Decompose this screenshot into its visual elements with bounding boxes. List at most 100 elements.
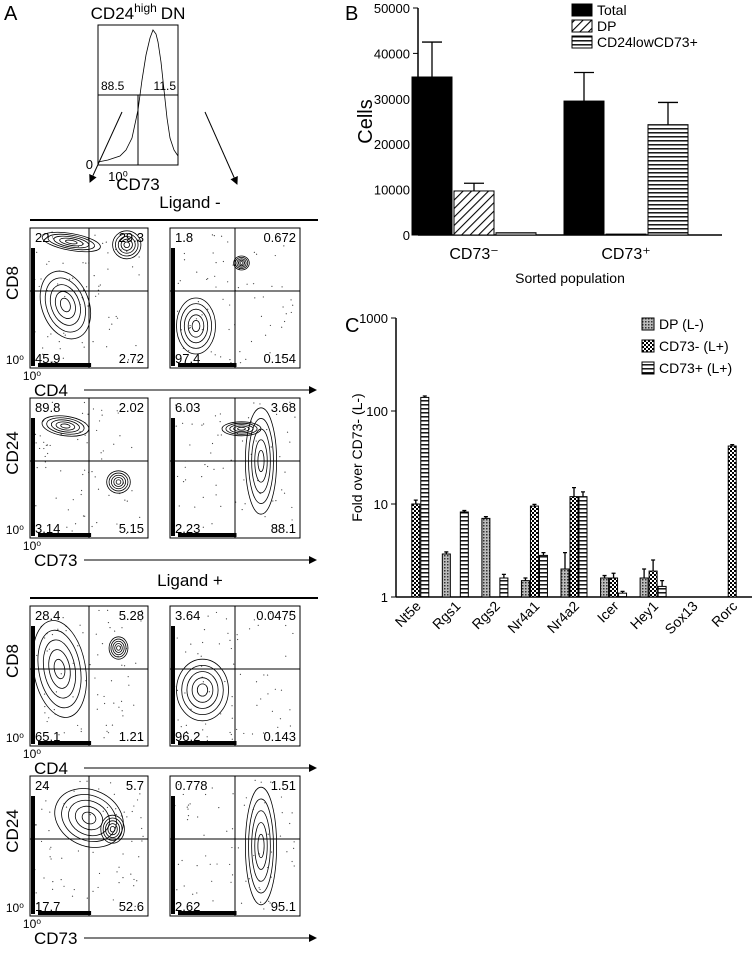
event-dot — [120, 700, 123, 703]
event-dot — [187, 808, 189, 810]
event-dot — [176, 310, 179, 312]
event-dot — [39, 435, 41, 437]
quadrant-value: 89.8 — [35, 400, 60, 415]
contour — [115, 479, 122, 485]
event-dot — [222, 298, 224, 300]
contour — [237, 426, 246, 431]
event-dot — [232, 793, 234, 795]
event-dot — [98, 872, 101, 875]
x-axis-label: CD73 — [34, 551, 77, 570]
contour — [233, 425, 250, 432]
legend-swatch — [641, 361, 655, 375]
event-dot — [281, 812, 283, 814]
event-dot — [202, 641, 204, 644]
contour — [49, 284, 81, 326]
contour — [53, 658, 66, 680]
event-dot — [98, 609, 100, 612]
event-dot — [201, 329, 204, 331]
event-dot — [271, 285, 273, 287]
event-dot — [260, 781, 262, 783]
event-dot — [121, 627, 123, 629]
event-dot — [189, 803, 191, 805]
x-tick-label: Rgs2 — [469, 598, 504, 633]
event-dot — [188, 350, 190, 352]
event-dot — [35, 442, 37, 444]
event-dot — [136, 359, 138, 361]
event-dot — [111, 724, 114, 726]
event-dot — [96, 708, 98, 710]
legend-label: CD73- (L+) — [659, 338, 729, 354]
event-dot — [279, 718, 282, 720]
event-dot — [52, 881, 54, 883]
error-bar — [611, 572, 616, 579]
event-dot — [184, 692, 186, 694]
event-dot — [141, 827, 143, 830]
event-dot — [285, 624, 287, 627]
contour — [41, 415, 90, 437]
event-dot — [51, 236, 54, 238]
event-dot — [243, 479, 245, 481]
axis-pileup — [38, 911, 92, 915]
event-dot — [126, 816, 128, 818]
x-tick-label: 10⁰ — [23, 539, 41, 553]
x-axis-label: CD4 — [34, 381, 68, 400]
event-dot — [101, 409, 103, 411]
event-dot — [206, 736, 208, 738]
contour — [229, 424, 254, 434]
event-dot — [215, 286, 217, 288]
event-dot — [43, 447, 45, 450]
legend-label: Total — [597, 2, 627, 18]
event-dot — [135, 344, 137, 347]
event-dot — [106, 730, 108, 732]
event-dot — [83, 346, 85, 348]
event-dot — [89, 814, 91, 816]
error-bar — [523, 577, 528, 581]
event-dot — [281, 489, 283, 491]
contour — [251, 810, 271, 882]
event-dot — [140, 739, 143, 741]
event-dot — [55, 691, 58, 693]
event-dot — [286, 431, 289, 433]
event-dot — [107, 609, 109, 611]
event-dot — [183, 240, 185, 242]
event-dot — [103, 702, 106, 705]
bar — [441, 553, 451, 598]
y-axis-label: CD24 — [3, 431, 22, 474]
event-dot — [36, 251, 38, 253]
x-tick-label: Sox13 — [661, 598, 701, 638]
error-bar — [574, 71, 594, 102]
event-dot — [182, 480, 185, 483]
contour — [225, 422, 258, 435]
event-dot — [293, 611, 296, 613]
event-dot — [260, 901, 262, 903]
event-dot — [246, 283, 248, 285]
event-dot — [289, 725, 291, 727]
event-dot — [135, 662, 137, 664]
bar — [639, 577, 649, 598]
event-dot — [116, 523, 118, 525]
event-dot — [115, 315, 117, 318]
event-dot — [259, 403, 261, 405]
event-dot — [51, 401, 53, 403]
event-dot — [115, 813, 117, 816]
event-dot — [201, 424, 203, 426]
event-dot — [62, 262, 64, 264]
event-dot — [44, 637, 46, 639]
event-dot — [175, 404, 177, 406]
event-dot — [80, 489, 83, 492]
event-dot — [245, 880, 247, 882]
event-dot — [215, 494, 217, 496]
event-dot — [230, 881, 232, 883]
event-dot — [285, 313, 287, 315]
y-axis-label: CD8 — [3, 266, 22, 300]
title-part: DN — [161, 4, 186, 23]
event-dot — [63, 885, 65, 887]
event-dot — [230, 459, 232, 461]
bar — [411, 503, 421, 598]
bar — [605, 233, 647, 236]
event-dot — [97, 654, 99, 656]
quadrant-value: 0.672 — [263, 230, 296, 245]
event-dot — [46, 444, 49, 446]
event-dot — [204, 463, 206, 466]
